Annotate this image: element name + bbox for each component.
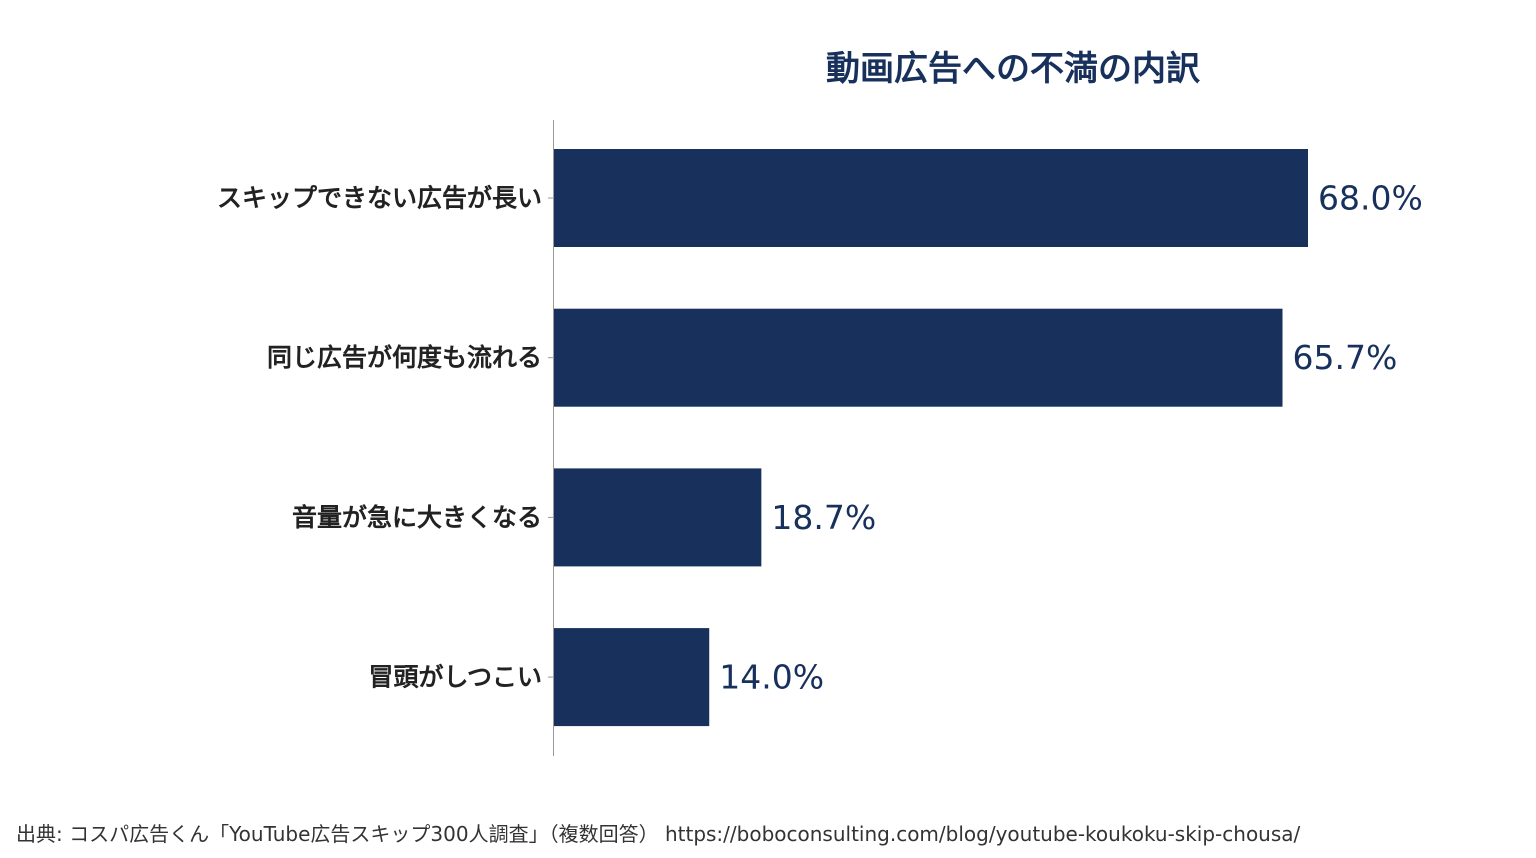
value-label-4: 14.0% — [719, 658, 824, 697]
source-note: 出典: コスパ広告くん「YouTube広告スキップ300人調査」（複数回答） h… — [16, 822, 1301, 846]
value-label-2: 65.7% — [1292, 338, 1397, 377]
category-label-3: 音量が急に大きくなる — [292, 503, 542, 532]
bar-3 — [554, 468, 762, 567]
category-label-1: スキップできない広告が長い — [217, 184, 542, 213]
category-label-4: 冒頭がしつこい — [368, 663, 542, 692]
value-label-3: 18.7% — [771, 498, 876, 537]
category-label-2: 同じ広告が何度も流れる — [267, 343, 542, 372]
bar-2 — [554, 308, 1283, 407]
chart-title: 動画広告への不満の内訳 — [826, 49, 1201, 89]
bars-layer: スキップできない広告が長い 68.0% 同じ広告が何度も流れる 65.7% 音量が急に大… — [217, 149, 1423, 727]
bar-1 — [554, 149, 1308, 247]
value-label-1: 68.0% — [1318, 179, 1423, 218]
bar-4 — [554, 628, 710, 727]
